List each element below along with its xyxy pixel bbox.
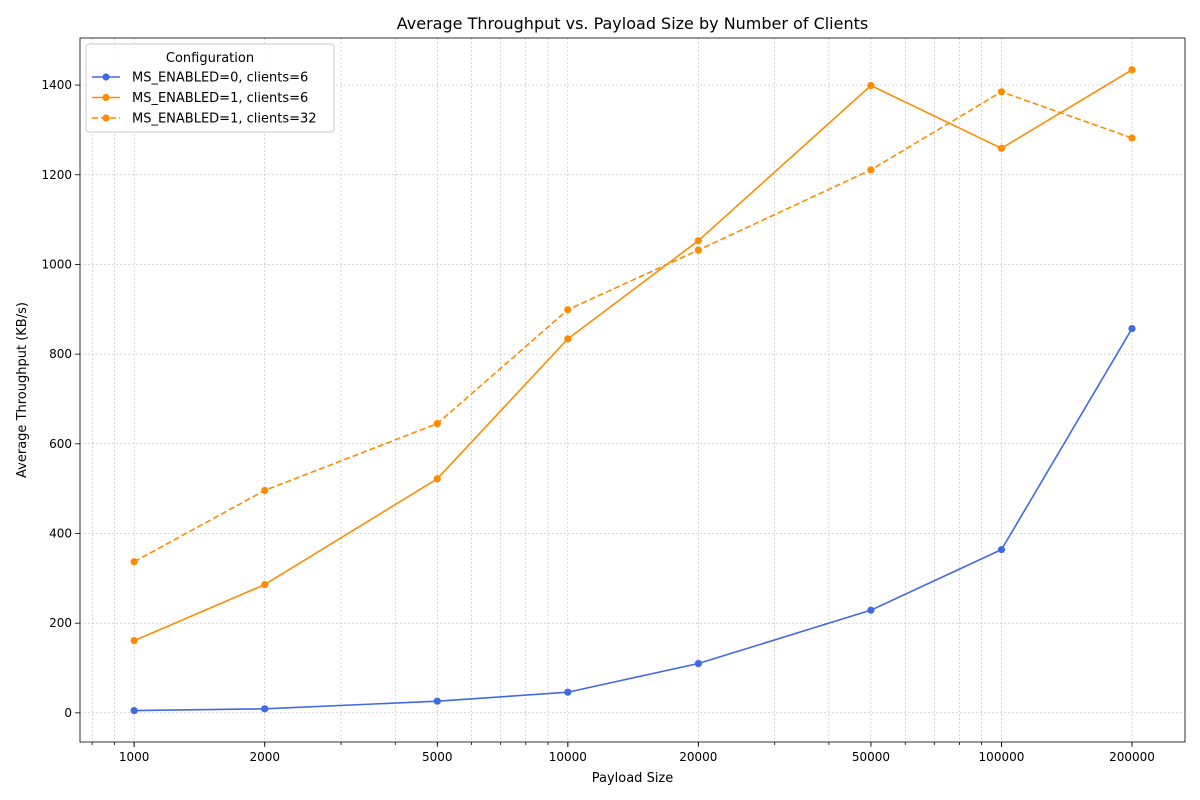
data-point (130, 558, 138, 566)
x-tick-label: 20000 (679, 750, 717, 764)
legend-swatch-marker (102, 73, 110, 81)
series-3 (130, 88, 1136, 566)
data-point (867, 166, 875, 174)
legend-title: Configuration (166, 51, 254, 66)
data-point (997, 144, 1006, 152)
data-point (1128, 134, 1136, 142)
legend-swatch-marker (102, 114, 110, 122)
data-point (261, 486, 269, 495)
data-point (1128, 66, 1136, 74)
chart-title: Average Throughput vs. Payload Size by N… (397, 14, 868, 33)
y-tick-label: 800 (49, 347, 72, 361)
data-point (867, 606, 875, 614)
x-tick-label: 1000 (119, 750, 150, 764)
data-point (1128, 324, 1136, 333)
data-point (564, 688, 572, 696)
y-tick-label: 600 (49, 437, 72, 451)
x-tick-label: 100000 (979, 750, 1025, 764)
axes: 1000 2000 5000 10000 20000 50000 100000 200000 0… (41, 78, 1154, 764)
x-tick-label: 10000 (549, 750, 587, 764)
data-point (433, 475, 441, 483)
y-tick-label: 200 (49, 616, 72, 630)
legend: Configuration MS_ENABLED=0, clients=6 MS_… (85, 43, 335, 133)
x-tick-label: 5000 (422, 750, 453, 764)
legend-label: MS_ENABLED=1, clients=32 (132, 112, 317, 127)
series-line (133, 91, 1133, 563)
y-tick-label: 0 (64, 706, 72, 720)
data-point (694, 659, 702, 668)
y-tick-label: 400 (49, 526, 72, 540)
series-1 (130, 324, 1136, 715)
legend-swatch-marker (102, 93, 110, 102)
y-axis-label: Average Throughput (KB/s) (15, 302, 30, 478)
data-point (867, 81, 875, 90)
y-tick-label: 1200 (41, 168, 72, 182)
data-point (433, 697, 441, 705)
data-point (694, 237, 702, 245)
data-point (997, 546, 1006, 554)
data-point (433, 420, 441, 428)
data-point (130, 637, 138, 645)
series-line (133, 69, 1133, 642)
y-tick-label: 1000 (41, 257, 72, 271)
series-2 (130, 66, 1136, 645)
y-tick-label: 1400 (41, 78, 72, 92)
data-point (261, 705, 269, 713)
legend-box (85, 43, 335, 133)
x-tick-label: 50000 (852, 750, 890, 764)
legend-label: MS_ENABLED=1, clients=6 (132, 91, 308, 106)
data-point (564, 306, 572, 314)
legend-label: MS_ENABLED=0, clients=6 (132, 71, 308, 86)
data-point (130, 707, 138, 715)
data-point (261, 581, 269, 589)
data-point (564, 335, 572, 343)
series-layer (130, 66, 1136, 715)
series-line (134, 328, 1133, 712)
plot-frame (79, 37, 1186, 743)
data-point (694, 246, 702, 254)
x-axis-label: Payload Size (592, 771, 674, 786)
grid (80, 38, 1185, 742)
x-tick-label: 2000 (249, 750, 280, 764)
data-point (997, 88, 1006, 96)
x-tick-label: 200000 (1109, 750, 1155, 764)
